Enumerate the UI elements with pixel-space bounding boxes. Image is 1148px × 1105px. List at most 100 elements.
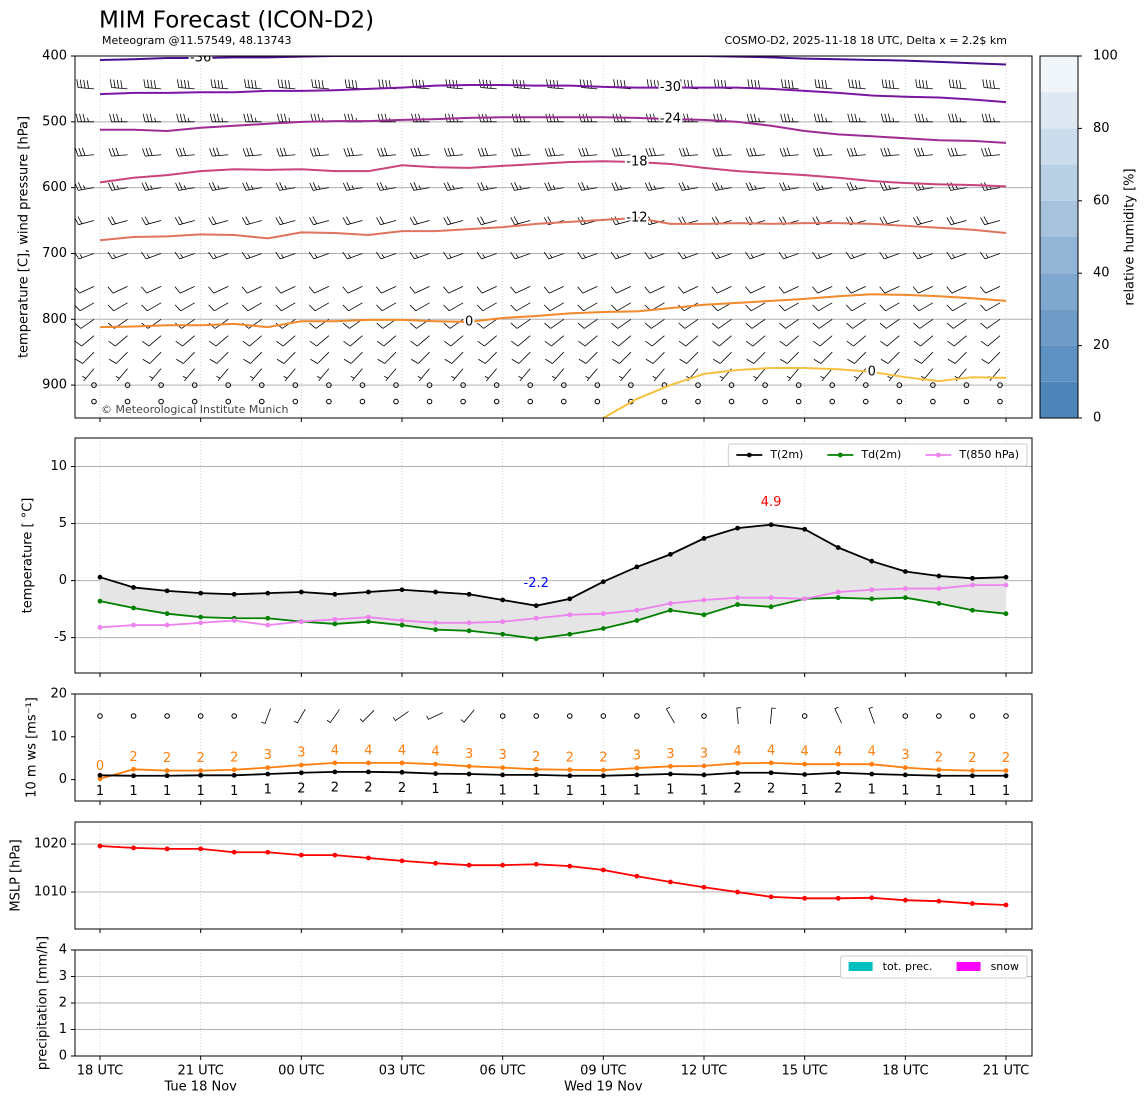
- wind-barb: [612, 351, 632, 364]
- point: [1003, 773, 1009, 779]
- point: [466, 763, 472, 769]
- wind-barb: [879, 182, 900, 191]
- calm-wind: [460, 398, 466, 405]
- point: [265, 765, 271, 771]
- point: [231, 591, 237, 597]
- wind-barb: [779, 318, 799, 329]
- point: [97, 624, 103, 630]
- wind-barb: [578, 335, 598, 347]
- point: [936, 573, 942, 579]
- point: [533, 603, 539, 609]
- wind-barb: [479, 79, 497, 90]
- x-tick-label: 21 UTC: [177, 1064, 223, 1079]
- wind-barb: [644, 286, 665, 294]
- wind-barb: [476, 216, 497, 226]
- wind-barb: [443, 302, 464, 312]
- value-label: 3: [700, 746, 708, 761]
- y-tick-label: 2: [59, 996, 67, 1011]
- wind-barb: [309, 216, 329, 226]
- point: [198, 846, 204, 852]
- wind-barb: [779, 182, 799, 191]
- x-tick-label: 18 UTC: [882, 1064, 928, 1079]
- wind-barb: [377, 113, 396, 123]
- wind-barb: [109, 79, 128, 90]
- wind-barb: [75, 302, 95, 312]
- wind-barb: [678, 335, 699, 347]
- point: [131, 773, 136, 779]
- wind-barb: [342, 286, 363, 294]
- colorbar-tick-label: 80: [1093, 121, 1110, 136]
- y-tick-label: 5: [59, 516, 67, 531]
- wind-barb: [444, 351, 464, 364]
- wind-barb: [881, 79, 900, 90]
- point: [131, 622, 136, 628]
- wind-barb: [410, 335, 430, 347]
- wind-barb: [947, 147, 967, 157]
- colorbar-tick-label: 60: [1093, 193, 1110, 208]
- panel-frame: [74, 437, 1033, 674]
- y-axis-label: precipitation [mm/h]: [36, 936, 51, 1070]
- wind-barb: [477, 335, 497, 347]
- point: [634, 873, 640, 879]
- wind-barb: [746, 113, 766, 123]
- point: [433, 771, 438, 777]
- calm-wind: [600, 713, 607, 719]
- wind-barb: [778, 286, 799, 294]
- wind-barb: [979, 286, 1001, 294]
- y-tick-label: 0: [59, 573, 67, 588]
- point: [366, 769, 371, 775]
- wind-barb: [879, 286, 900, 294]
- contour-line: [99, 56, 1007, 66]
- x-tick-label: 21 UTC: [983, 1064, 1029, 1079]
- panel-frame: [74, 821, 1033, 930]
- point: [835, 770, 841, 776]
- wind-barb: [879, 302, 900, 312]
- wind-barb: [276, 147, 296, 157]
- line: [99, 845, 1007, 906]
- point: [164, 622, 170, 628]
- wind-barb: [241, 286, 262, 294]
- point: [802, 526, 808, 532]
- point: [970, 773, 975, 779]
- point: [433, 627, 438, 633]
- wind-barb: [108, 182, 128, 191]
- point: [600, 626, 606, 631]
- wind-barb: [847, 351, 867, 364]
- value-label: 1: [968, 784, 976, 799]
- wind-barb: [711, 251, 732, 260]
- y-tick-label: 4: [59, 943, 67, 958]
- wind-barb: [242, 147, 262, 157]
- wind-barb: [410, 147, 430, 157]
- point: [97, 598, 103, 604]
- calm-wind: [1003, 713, 1009, 719]
- point: [500, 862, 506, 868]
- point: [265, 849, 271, 855]
- wind-barb: [711, 318, 732, 329]
- wind-barb: [946, 251, 967, 260]
- y-axis-label: temperature [ °C]: [21, 498, 36, 614]
- wind-barb: [182, 368, 195, 382]
- wind-barb: [745, 302, 766, 312]
- wind-barb: [946, 286, 967, 294]
- wind-barb: [478, 351, 497, 364]
- wind-barb: [309, 147, 329, 157]
- wind-barb: [578, 351, 598, 364]
- value-label: 2: [733, 781, 741, 796]
- point: [198, 768, 204, 774]
- wind-barb: [326, 56, 329, 57]
- value-label: 1: [230, 784, 238, 799]
- wind-barb: [311, 79, 329, 90]
- point: [533, 861, 539, 867]
- contour-line: [99, 83, 1007, 104]
- calm-wind: [862, 398, 869, 405]
- wind-barb: [460, 56, 464, 57]
- wind-barb: [712, 335, 732, 347]
- wind-barb: [376, 147, 397, 157]
- calm-wind: [963, 398, 970, 405]
- wind-barb: [411, 113, 430, 123]
- colorbar-band: [1040, 92, 1078, 129]
- wind-barb: [174, 286, 195, 294]
- calm-wind: [560, 398, 567, 405]
- value-label: 2: [197, 751, 205, 766]
- wind-barb: [947, 335, 967, 347]
